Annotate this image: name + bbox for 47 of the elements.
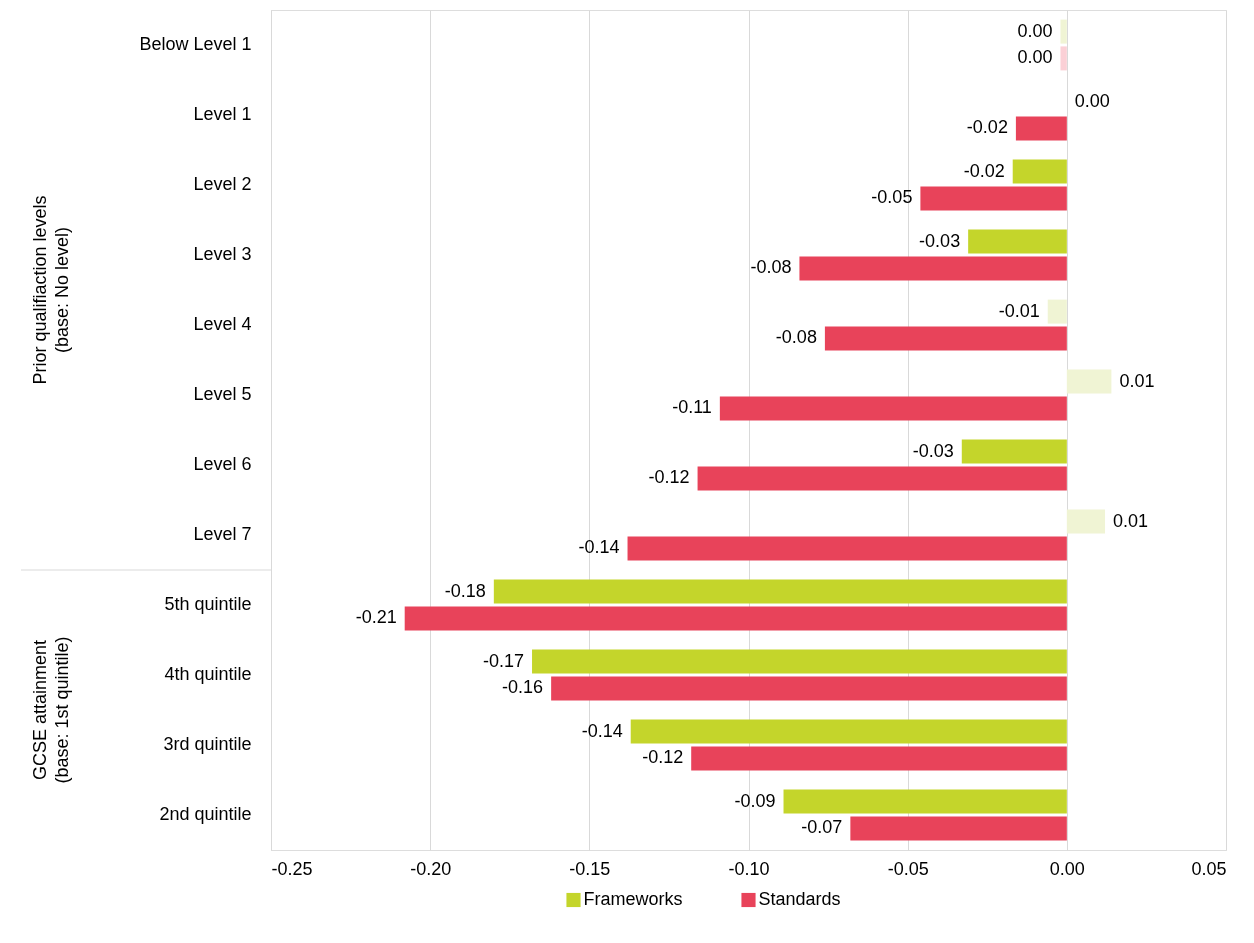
y-tick-label: Level 1 — [193, 104, 252, 124]
data-label: -0.08 — [750, 257, 792, 278]
data-label: -0.03 — [912, 440, 954, 461]
y-tick-label: Level 5 — [193, 384, 252, 404]
x-tick-label: 0.00 — [1049, 858, 1085, 879]
y-tick-label: Level 6 — [193, 454, 252, 474]
legend-label: Standards — [758, 889, 841, 909]
y-tick-label: Level 4 — [193, 314, 252, 334]
y-tick-label: 2nd quintile — [159, 804, 252, 824]
legend-label: Frameworks — [583, 889, 683, 909]
data-label: -0.09 — [734, 790, 776, 811]
x-tick-label: -0.15 — [569, 858, 611, 879]
data-label: 0.01 — [1113, 510, 1149, 531]
y-tick-label: Below Level 1 — [139, 34, 252, 54]
data-label: -0.08 — [775, 327, 817, 348]
text: GCSE attainment (base: 1st quintile) — [30, 636, 72, 784]
data-label: -0.14 — [581, 720, 623, 741]
data-label: -0.12 — [642, 747, 684, 768]
x-tick-label: -0.10 — [728, 858, 770, 879]
data-label: -0.21 — [355, 607, 397, 628]
data-label: 0.00 — [1017, 47, 1053, 68]
y-tick-label: 3rd quintile — [163, 734, 252, 754]
data-label: -0.02 — [966, 117, 1008, 138]
y-tick-label: Level 7 — [193, 524, 252, 544]
data-label: -0.12 — [648, 467, 690, 488]
y-tick-label: Level 2 — [193, 174, 252, 194]
x-tick-label: -0.25 — [271, 858, 313, 879]
data-label: -0.14 — [578, 537, 620, 558]
data-label: -0.17 — [483, 650, 525, 671]
data-label: -0.18 — [444, 580, 486, 601]
x-tick-label: -0.05 — [887, 858, 929, 879]
y-tick-label: Level 3 — [193, 244, 252, 264]
y-tick-label: 5th quintile — [164, 594, 252, 614]
data-label: 0.00 — [1017, 20, 1053, 41]
data-label: -0.05 — [871, 187, 913, 208]
data-label: -0.16 — [502, 677, 544, 698]
data-label: -0.03 — [919, 230, 961, 251]
data-label: -0.01 — [998, 300, 1040, 321]
x-tick-label: 0.05 — [1191, 858, 1227, 879]
data-label: -0.07 — [801, 817, 843, 838]
y-tick-label: 4th quintile — [164, 664, 252, 684]
x-tick-label: -0.20 — [410, 858, 452, 879]
text: Prior qualifiaction levels (base: No level) — [30, 195, 72, 385]
data-label: -0.02 — [963, 160, 1005, 181]
data-label: -0.11 — [672, 397, 712, 418]
data-label: 0.01 — [1119, 370, 1155, 391]
data-label: 0.00 — [1074, 90, 1110, 111]
